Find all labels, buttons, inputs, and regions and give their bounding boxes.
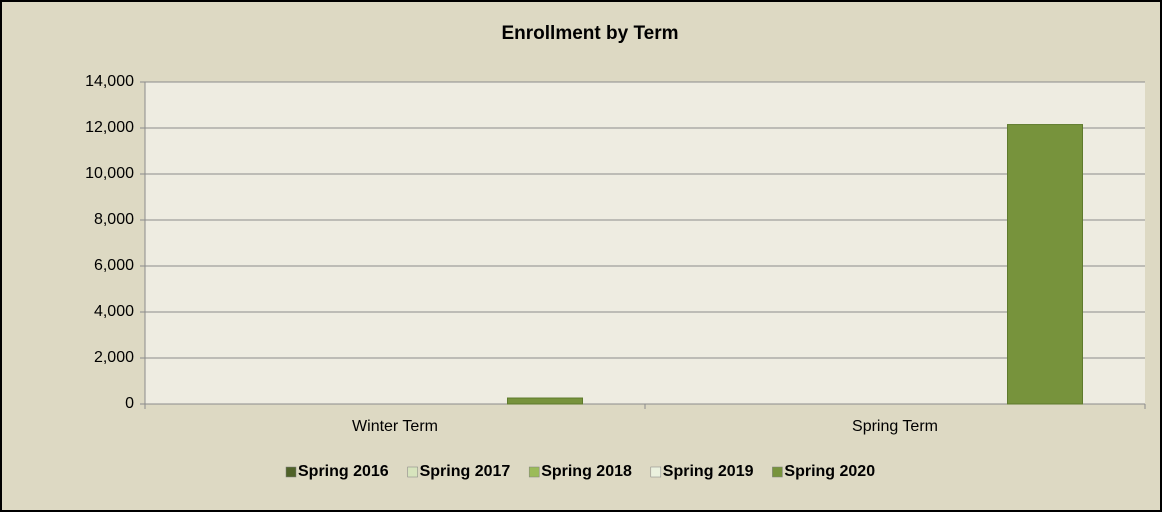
x-tick-label: Winter Term (352, 418, 438, 435)
x-tick-label: Spring Term (852, 418, 938, 435)
legend-label: Spring 2019 (663, 463, 754, 480)
legend-label: Spring 2020 (784, 463, 875, 480)
bar (1007, 124, 1083, 405)
y-tick-label: 6,000 (94, 257, 134, 274)
chart-title: Enrollment by Term (501, 23, 678, 44)
legend-swatch (407, 466, 418, 478)
y-tick-label: 4,000 (94, 303, 134, 320)
y-tick-label: 2,000 (94, 349, 134, 366)
bar (507, 397, 583, 405)
legend-swatch (772, 466, 783, 478)
plot-area (145, 82, 1145, 404)
legend-label: Spring 2017 (420, 463, 511, 480)
legend-swatch (650, 466, 662, 478)
y-tick-label: 0 (125, 395, 134, 412)
y-tick-label: 14,000 (85, 73, 134, 90)
legend-label: Spring 2018 (541, 463, 632, 480)
y-tick-label: 10,000 (85, 165, 134, 182)
y-tick-label: 12,000 (85, 119, 134, 136)
y-tick-label: 8,000 (94, 211, 134, 228)
legend-swatch (285, 466, 297, 478)
legend-label: Spring 2016 (298, 463, 389, 480)
legend-swatch (528, 466, 540, 478)
